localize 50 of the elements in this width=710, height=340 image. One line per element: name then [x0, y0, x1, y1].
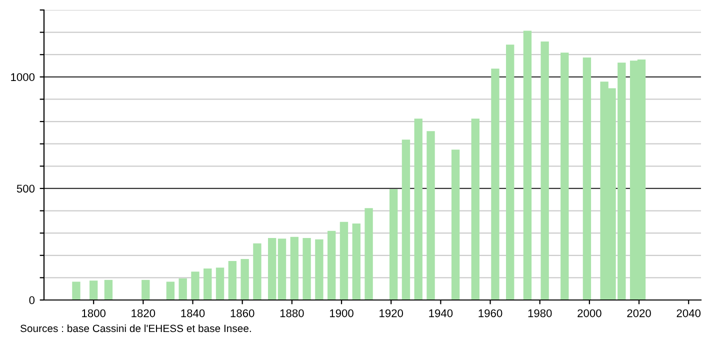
bar: [582, 58, 592, 300]
bar: [491, 68, 500, 300]
x-tick-label: 2000: [578, 309, 602, 318]
bar: [253, 243, 262, 300]
bar: [278, 238, 286, 300]
bar: [560, 52, 569, 300]
bar: [302, 238, 311, 300]
bar: [315, 239, 324, 300]
source-note: Sources : base Cassini de l'EHESS et base Insee.: [20, 324, 251, 332]
x-tick-label: 1940: [429, 309, 453, 318]
bar: [268, 238, 276, 300]
bar: [523, 30, 532, 300]
x-tick-label: 2020: [627, 309, 651, 318]
y-tick-label: 0: [29, 296, 35, 304]
bar: [290, 236, 298, 300]
bar: [328, 230, 336, 300]
bar: [364, 208, 373, 300]
bar: [471, 118, 480, 300]
x-tick-label: 1920: [380, 309, 404, 318]
x-tick-label: 1820: [132, 309, 156, 318]
x-tick-label: 1960: [478, 309, 502, 318]
bar: [340, 222, 348, 300]
y-tick-label: 1000: [11, 73, 35, 82]
bar: [204, 268, 212, 300]
x-tick-label: 1880: [280, 309, 304, 318]
bar: [178, 278, 187, 300]
bar: [216, 268, 224, 300]
x-tick-label: 1800: [82, 309, 106, 318]
bar: [166, 282, 175, 300]
bar: [142, 280, 150, 300]
x-tick-label: 1840: [181, 309, 205, 318]
x-tick-label: 1980: [528, 309, 552, 318]
x-tick-label: 1860: [230, 309, 254, 318]
bar: [414, 118, 422, 300]
bar: [540, 41, 549, 300]
bar: [451, 150, 460, 300]
bar: [426, 131, 435, 300]
bar: [104, 280, 113, 300]
bar: [352, 223, 360, 300]
bar: [72, 282, 80, 300]
y-tick-label: 500: [16, 184, 35, 193]
bar: [402, 140, 410, 300]
bar: [389, 189, 398, 300]
bar: [191, 272, 200, 300]
x-tick-label: 1900: [330, 309, 354, 318]
bar: [228, 260, 237, 300]
x-tick-label: 2040: [676, 309, 701, 318]
bar: [240, 258, 249, 300]
bar: [89, 280, 98, 300]
bar: [506, 44, 514, 300]
